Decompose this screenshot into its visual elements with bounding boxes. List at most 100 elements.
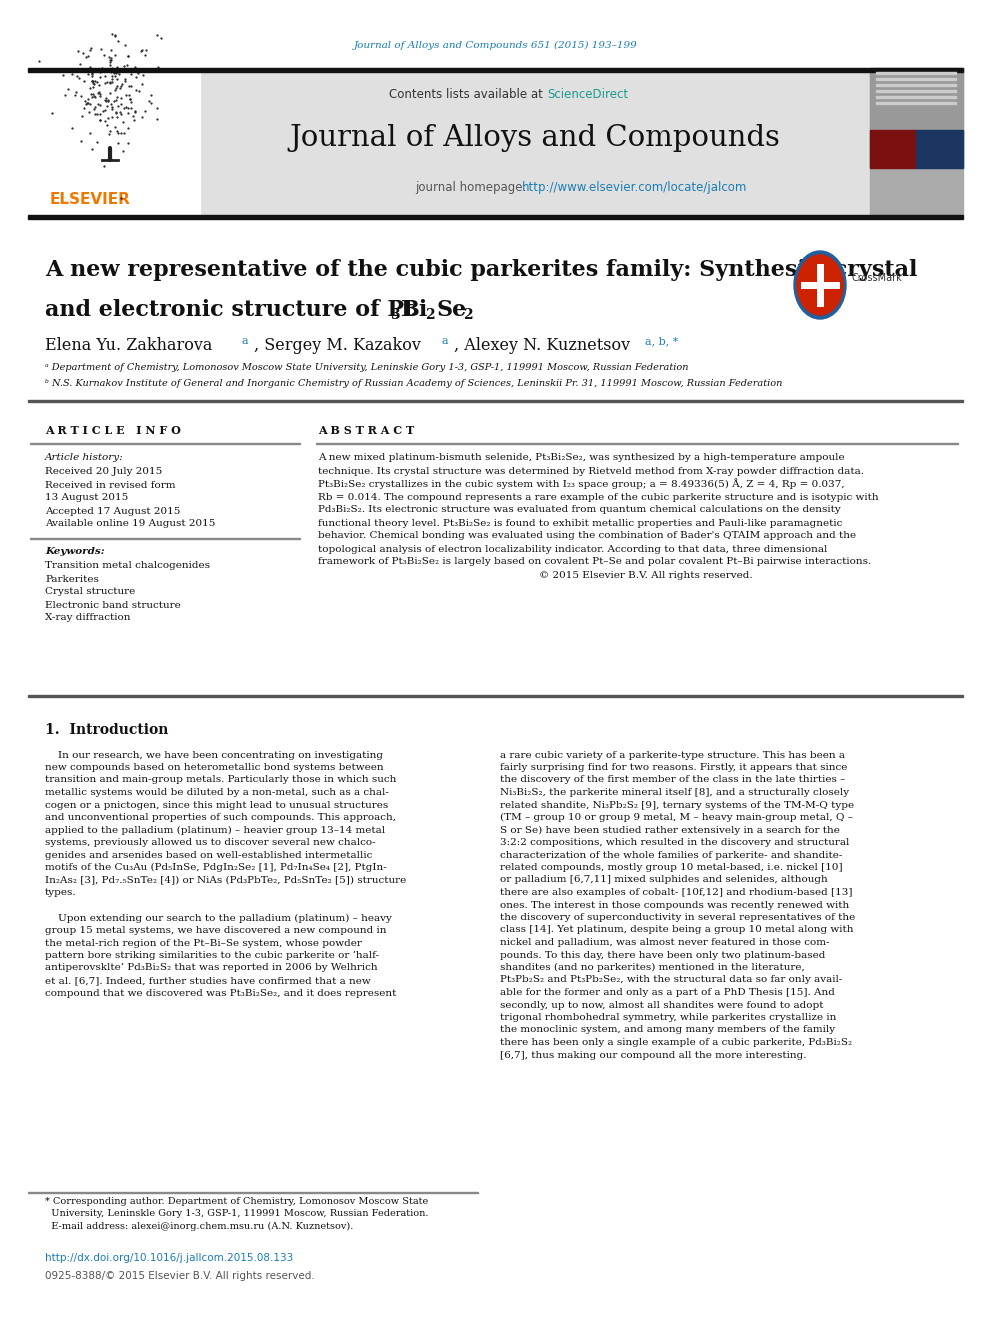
Bar	[28, 67, 963, 71]
Text: ᵇ N.S. Kurnakov Institute of General and Inorganic Chemistry of Russian Academy : ᵇ N.S. Kurnakov Institute of General and…	[45, 378, 783, 388]
Text: compound that we discovered was Pt₃Bi₂Se₂, and it does represent: compound that we discovered was Pt₃Bi₂Se…	[45, 988, 397, 998]
Text: motifs of the Cu₃Au (Pd₅InSe, PdgIn₂Se₂ [1], Pd₇In₄Se₄ [2], PtgIn-: motifs of the Cu₃Au (Pd₅InSe, PdgIn₂Se₂ …	[45, 863, 387, 872]
Bar	[876, 78, 956, 79]
Text: CrossMark: CrossMark	[852, 273, 903, 283]
Text: 3:2:2 compositions, which resulted in the discovery and structural: 3:2:2 compositions, which resulted in th…	[500, 837, 849, 847]
Text: characterization of the whole families of parkerite- and shandite-: characterization of the whole families o…	[500, 851, 842, 860]
Text: related compounds, mostly group 10 metal-based, i.e. nickel [10]: related compounds, mostly group 10 metal…	[500, 863, 842, 872]
Text: topological analysis of electron localizability indicator. According to that dat: topological analysis of electron localiz…	[318, 545, 827, 553]
Text: Crystal structure: Crystal structure	[45, 587, 135, 597]
Text: antiperovsklte’ Pd₃Bi₂S₂ that was reported in 2006 by Welhrich: antiperovsklte’ Pd₃Bi₂S₂ that was report…	[45, 963, 378, 972]
Text: Upon extending our search to the palladium (platinum) – heavy: Upon extending our search to the palladi…	[45, 913, 392, 922]
Text: 2: 2	[425, 308, 434, 321]
Bar	[870, 130, 916, 168]
Text: Ni₃Bi₂S₂, the parkerite mineral itself [8], and a structurally closely: Ni₃Bi₂S₂, the parkerite mineral itself […	[500, 789, 849, 796]
Text: and electronic structure of Pt: and electronic structure of Pt	[45, 299, 415, 321]
Text: Bi: Bi	[401, 299, 429, 321]
Text: et al. [6,7]. Indeed, further studies have confirmed that a new: et al. [6,7]. Indeed, further studies ha…	[45, 976, 371, 986]
Text: cogen or a pnictogen, since this might lead to unusual structures: cogen or a pnictogen, since this might l…	[45, 800, 388, 810]
Ellipse shape	[797, 255, 843, 315]
Text: nickel and palladium, was almost never featured in those com-: nickel and palladium, was almost never f…	[500, 938, 829, 947]
Text: In₂As₂ [3], Pd₇.₅SnTe₂ [4]) or NiAs (Pd₃PbTe₂, Pd₅SnTe₂ [5]) structure: In₂As₂ [3], Pd₇.₅SnTe₂ [4]) or NiAs (Pd₃…	[45, 876, 407, 885]
Text: 0925-8388/© 2015 Elsevier B.V. All rights reserved.: 0925-8388/© 2015 Elsevier B.V. All right…	[45, 1271, 314, 1281]
Text: Parkerites: Parkerites	[45, 574, 99, 583]
Text: new compounds based on heterometallic bond systems between: new compounds based on heterometallic bo…	[45, 763, 384, 773]
Text: Received 20 July 2015: Received 20 July 2015	[45, 467, 163, 476]
Bar	[876, 71, 956, 74]
Text: systems, previously allowed us to discover several new chalco-: systems, previously allowed us to discov…	[45, 837, 376, 847]
Text: Pt₃Pb₂S₂ and Pt₃Pb₂Se₂, with the structural data so far only avail-: Pt₃Pb₂S₂ and Pt₃Pb₂Se₂, with the structu…	[500, 975, 842, 984]
Bar	[870, 67, 963, 216]
Text: ᵃ Department of Chemistry, Lomonosov Moscow State University, Leninskie Gory 1-3: ᵃ Department of Chemistry, Lomonosov Mos…	[45, 364, 688, 373]
Text: class [14]. Yet platinum, despite being a group 10 metal along with: class [14]. Yet platinum, despite being …	[500, 926, 853, 934]
Text: ELSEVIER: ELSEVIER	[50, 193, 131, 208]
Bar	[870, 67, 963, 168]
Text: there are also examples of cobalt- [10f,12] and rhodium-based [13]: there are also examples of cobalt- [10f,…	[500, 888, 852, 897]
Text: functional theory level. Pt₃Bi₂Se₂ is found to exhibit metallic properties and P: functional theory level. Pt₃Bi₂Se₂ is fo…	[318, 519, 842, 528]
Text: Received in revised form: Received in revised form	[45, 480, 176, 490]
Text: pattern bore striking similarities to the cubic parkerite or ‘half-: pattern bore striking similarities to th…	[45, 951, 379, 960]
Bar	[28, 400, 963, 402]
Text: S or Se) have been studied rather extensively in a search for the: S or Se) have been studied rather extens…	[500, 826, 840, 835]
Text: 1.  Introduction: 1. Introduction	[45, 722, 169, 737]
Text: journal homepage:: journal homepage:	[415, 181, 531, 194]
Text: a: a	[442, 336, 448, 347]
Bar	[876, 83, 956, 86]
Text: related shandite, Ni₃Pb₂S₂ [9], ternary systems of the TM-M-Q type: related shandite, Ni₃Pb₂S₂ [9], ternary …	[500, 800, 854, 810]
Bar	[28, 216, 963, 220]
Bar	[28, 695, 963, 697]
Text: secondly, up to now, almost all shandites were found to adopt: secondly, up to now, almost all shandite…	[500, 1000, 823, 1009]
Text: ones. The interest in those compounds was recently renewed with: ones. The interest in those compounds wa…	[500, 901, 849, 909]
Text: (TM – group 10 or group 9 metal, M – heavy main-group metal, Q –: (TM – group 10 or group 9 metal, M – hea…	[500, 812, 853, 822]
Text: A new mixed platinum-bismuth selenide, Pt₃Bi₂Se₂, was synthesized by a high-temp: A new mixed platinum-bismuth selenide, P…	[318, 454, 844, 463]
Text: Article history:: Article history:	[45, 454, 124, 463]
Text: [6,7], thus making our compound all the more interesting.: [6,7], thus making our compound all the …	[500, 1050, 806, 1060]
Ellipse shape	[794, 251, 846, 319]
Text: , Alexey N. Kuznetsov: , Alexey N. Kuznetsov	[454, 336, 630, 353]
Text: a, b, *: a, b, *	[645, 336, 679, 347]
Text: Available online 19 August 2015: Available online 19 August 2015	[45, 520, 215, 528]
Text: A new representative of the cubic parkerites family: Synthesis, crystal: A new representative of the cubic parker…	[45, 259, 918, 280]
Text: Journal of Alloys and Compounds: Journal of Alloys and Compounds	[290, 124, 781, 152]
Bar	[200, 67, 870, 216]
Text: technique. Its crystal structure was determined by Rietveld method from X-ray po: technique. Its crystal structure was det…	[318, 467, 864, 475]
Text: the discovery of the first member of the class in the late thirties –: the discovery of the first member of the…	[500, 775, 845, 785]
Text: and unconventional properties of such compounds. This approach,: and unconventional properties of such co…	[45, 814, 396, 822]
Text: Journal of Alloys and Compounds 651 (2015) 193–199: Journal of Alloys and Compounds 651 (201…	[354, 41, 638, 49]
Text: transition and main-group metals. Particularly those in which such: transition and main-group metals. Partic…	[45, 775, 397, 785]
Text: the metal-rich region of the Pt–Bi–Se system, whose powder: the metal-rich region of the Pt–Bi–Se sy…	[45, 938, 362, 947]
Text: pounds. To this day, there have been only two platinum-based: pounds. To this day, there have been onl…	[500, 950, 825, 959]
Text: Pt₃Bi₂Se₂ crystallizes in the cubic system with I₂₃ space group; a = 8.49336(5) : Pt₃Bi₂Se₂ crystallizes in the cubic syst…	[318, 479, 844, 490]
Text: © 2015 Elsevier B.V. All rights reserved.: © 2015 Elsevier B.V. All rights reserved…	[318, 570, 753, 579]
Text: applied to the palladium (platinum) – heavier group 13–14 metal: applied to the palladium (platinum) – he…	[45, 826, 385, 835]
Text: trigonal rhombohedral symmetry, while parkerites crystallize in: trigonal rhombohedral symmetry, while pa…	[500, 1013, 836, 1021]
Text: Transition metal chalcogenides: Transition metal chalcogenides	[45, 561, 210, 570]
Text: behavior. Chemical bonding was evaluated using the combination of Bader's QTAIM : behavior. Chemical bonding was evaluated…	[318, 532, 856, 541]
Text: , Sergey M. Kazakov: , Sergey M. Kazakov	[254, 336, 421, 353]
Text: Accepted 17 August 2015: Accepted 17 August 2015	[45, 507, 181, 516]
Text: 13 August 2015: 13 August 2015	[45, 493, 128, 503]
Text: X-ray diffraction: X-ray diffraction	[45, 614, 131, 623]
Text: http://dx.doi.org/10.1016/j.jallcom.2015.08.133: http://dx.doi.org/10.1016/j.jallcom.2015…	[45, 1253, 294, 1263]
Text: genides and arsenides based on well-established intermetallic: genides and arsenides based on well-esta…	[45, 851, 372, 860]
Text: A B S T R A C T: A B S T R A C T	[318, 425, 415, 435]
Text: Contents lists available at: Contents lists available at	[390, 89, 547, 102]
Text: the discovery of superconductivity in several representatives of the: the discovery of superconductivity in se…	[500, 913, 855, 922]
Text: group 15 metal systems, we have discovered a new compound in: group 15 metal systems, we have discover…	[45, 926, 387, 935]
Text: a: a	[242, 336, 249, 347]
Text: able for the former and only as a part of a PhD Thesis [15]. And: able for the former and only as a part o…	[500, 988, 835, 998]
Text: framework of Pt₃Bi₂Se₂ is largely based on covalent Pt–Se and polar covalent Pt–: framework of Pt₃Bi₂Se₂ is largely based …	[318, 557, 871, 566]
Text: University, Leninskle Gory 1-3, GSP-1, 119991 Moscow, Russian Federation.: University, Leninskle Gory 1-3, GSP-1, 1…	[45, 1209, 429, 1218]
Text: Rb = 0.014. The compound represents a rare example of the cubic parkerite struct: Rb = 0.014. The compound represents a ra…	[318, 492, 879, 501]
Text: a rare cubic variety of a parkerite-type structure. This has been a: a rare cubic variety of a parkerite-type…	[500, 750, 845, 759]
Bar	[876, 97, 956, 98]
Text: ScienceDirect: ScienceDirect	[547, 89, 628, 102]
Bar	[916, 130, 963, 168]
Text: fairly surprising find for two reasons. Firstly, it appears that since: fairly surprising find for two reasons. …	[500, 763, 847, 773]
Text: A R T I C L E   I N F O: A R T I C L E I N F O	[45, 425, 181, 435]
Text: http://www.elsevier.com/locate/jalcom: http://www.elsevier.com/locate/jalcom	[522, 181, 747, 194]
Text: Pd₃Bi₂S₂. Its electronic structure was evaluated from quantum chemical calculati: Pd₃Bi₂S₂. Its electronic structure was e…	[318, 505, 841, 515]
Text: types.: types.	[45, 888, 76, 897]
Bar	[28, 67, 200, 216]
Text: metallic systems would be diluted by a non-metal, such as a chal-: metallic systems would be diluted by a n…	[45, 789, 389, 796]
